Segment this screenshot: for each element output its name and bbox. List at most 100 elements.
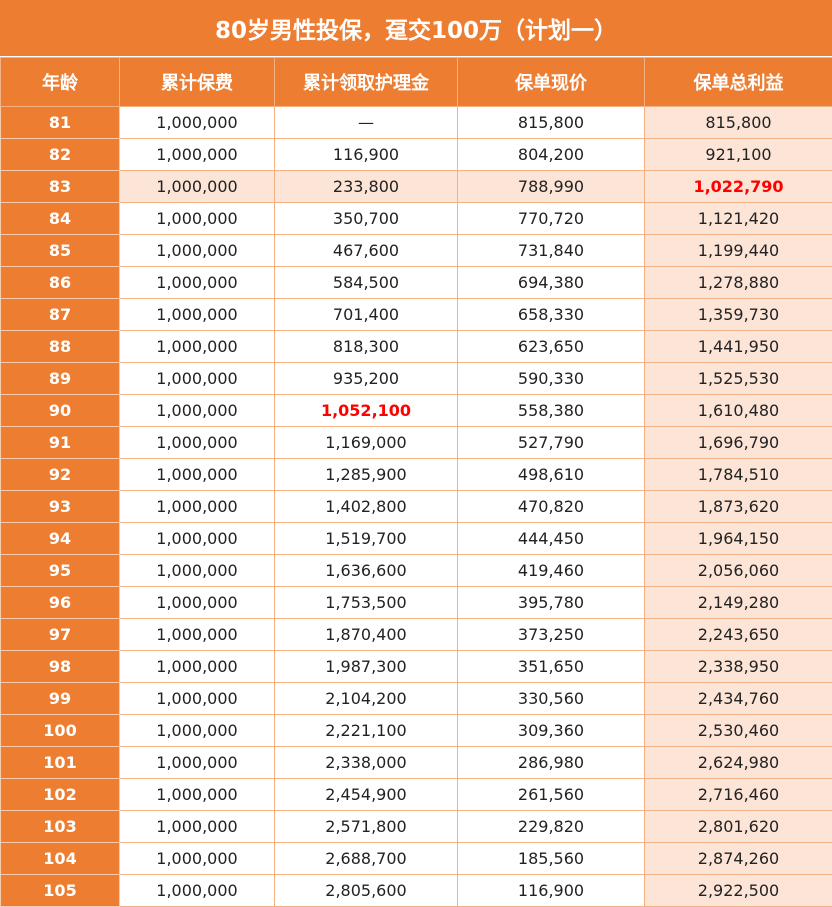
nursing-cell: 584,500	[274, 266, 458, 299]
nursing-cell: 2,688,700	[274, 842, 458, 875]
table-row: 97 1,000,000 1,870,400 373,250 2,243,650	[0, 618, 832, 651]
total-benefit-cell: 2,716,460	[644, 778, 832, 811]
age-cell: 93	[0, 490, 120, 523]
nursing-cell: 350,700	[274, 202, 458, 235]
cash-value-cell: 815,800	[457, 106, 645, 139]
age-cell: 94	[0, 522, 120, 555]
age-cell: 98	[0, 650, 120, 683]
table-row: 94 1,000,000 1,519,700 444,450 1,964,150	[0, 522, 832, 555]
premium-cell: 1,000,000	[119, 650, 275, 683]
age-cell: 103	[0, 810, 120, 843]
total-benefit-cell: 1,441,950	[644, 330, 832, 363]
nursing-cell: 1,987,300	[274, 650, 458, 683]
table-row: 103 1,000,000 2,571,800 229,820 2,801,620	[0, 810, 832, 843]
table-row: 96 1,000,000 1,753,500 395,780 2,149,280	[0, 586, 832, 619]
total-benefit-cell: 2,338,950	[644, 650, 832, 683]
cash-value-cell: 419,460	[457, 554, 645, 587]
age-cell: 81	[0, 106, 120, 139]
table-title: 80岁男性投保，趸交100万（计划一）	[0, 0, 832, 57]
premium-cell: 1,000,000	[119, 106, 275, 139]
nursing-cell: 2,104,200	[274, 682, 458, 715]
premium-cell: 1,000,000	[119, 458, 275, 491]
age-cell: 101	[0, 746, 120, 779]
age-cell: 90	[0, 394, 120, 427]
table-row: 82 1,000,000 116,900 804,200 921,100	[0, 138, 832, 171]
total-benefit-cell: 2,624,980	[644, 746, 832, 779]
nursing-cell: 2,571,800	[274, 810, 458, 843]
table-row: 91 1,000,000 1,169,000 527,790 1,696,790	[0, 426, 832, 459]
premium-cell: 1,000,000	[119, 682, 275, 715]
nursing-cell: 935,200	[274, 362, 458, 395]
header-cash-value: 保单现价	[457, 57, 645, 107]
age-cell: 95	[0, 554, 120, 587]
cash-value-cell: 498,610	[457, 458, 645, 491]
header-age: 年龄	[0, 57, 120, 107]
cash-value-cell: 330,560	[457, 682, 645, 715]
cash-value-cell: 658,330	[457, 298, 645, 331]
nursing-cell: 2,454,900	[274, 778, 458, 811]
age-cell: 83	[0, 170, 120, 203]
premium-cell: 1,000,000	[119, 746, 275, 779]
age-cell: 102	[0, 778, 120, 811]
nursing-cell: 116,900	[274, 138, 458, 171]
table-body: 81 1,000,000—815,800 815,800 82 1,000,000 116…	[0, 106, 832, 907]
table-row: 87 1,000,000 701,400 658,330 1,359,730	[0, 298, 832, 331]
nursing-cell: 1,519,700	[274, 522, 458, 555]
total-benefit-cell: 1,696,790	[644, 426, 832, 459]
premium-cell: 1,000,000	[119, 394, 275, 427]
table-row: 83 1,000,000 233,800 788,990 1,022,790	[0, 170, 832, 203]
table-row: 90 1,000,000 1,052,100 558,380 1,610,480	[0, 394, 832, 427]
total-benefit-cell: 1,121,420	[644, 202, 832, 235]
total-benefit-cell: 2,801,620	[644, 810, 832, 843]
premium-cell: 1,000,000	[119, 234, 275, 267]
header-premium: 累计保费	[119, 57, 275, 107]
age-cell: 105	[0, 874, 120, 907]
table-row: 104 1,000,000 2,688,700 185,560 2,874,260	[0, 842, 832, 875]
cash-value-cell: 309,360	[457, 714, 645, 747]
table-row: 84 1,000,000 350,700 770,720 1,121,420	[0, 202, 832, 235]
premium-cell: 1,000,000	[119, 586, 275, 619]
cash-value-cell: 286,980	[457, 746, 645, 779]
total-benefit-cell: 1,784,510	[644, 458, 832, 491]
cash-value-cell: 261,560	[457, 778, 645, 811]
header-row: 年龄 累计保费 累计领取护理金 保单现价 保单总利益	[0, 57, 832, 107]
table-row: 101 1,000,000 2,338,000 286,980 2,624,980	[0, 746, 832, 779]
nursing-cell: 1,285,900	[274, 458, 458, 491]
cash-value-cell: 788,990	[457, 170, 645, 203]
total-benefit-cell: 1,964,150	[644, 522, 832, 555]
total-benefit-cell: 2,434,760	[644, 682, 832, 715]
premium-cell: 1,000,000	[119, 810, 275, 843]
cash-value-cell: 116,900	[457, 874, 645, 907]
total-benefit-cell: 1,873,620	[644, 490, 832, 523]
table-row: 95 1,000,000 1,636,600 419,460 2,056,060	[0, 554, 832, 587]
age-cell: 92	[0, 458, 120, 491]
premium-cell: 1,000,000	[119, 362, 275, 395]
total-benefit-cell: 2,922,500	[644, 874, 832, 907]
cash-value-cell: 694,380	[457, 266, 645, 299]
premium-cell: 1,000,000	[119, 330, 275, 363]
nursing-cell: 467,600	[274, 234, 458, 267]
total-benefit-cell: 815,800	[644, 106, 832, 139]
premium-cell: 1,000,000	[119, 138, 275, 171]
table-row: 100 1,000,000 2,221,100 309,360 2,530,460	[0, 714, 832, 747]
age-cell: 86	[0, 266, 120, 299]
premium-cell: 1,000,000	[119, 490, 275, 523]
nursing-cell: 2,805,600	[274, 874, 458, 907]
cash-value-cell: 558,380	[457, 394, 645, 427]
premium-cell: 1,000,000	[119, 266, 275, 299]
nursing-cell: 2,338,000	[274, 746, 458, 779]
age-cell: 100	[0, 714, 120, 747]
total-benefit-cell: 2,149,280	[644, 586, 832, 619]
total-benefit-cell: 1,610,480	[644, 394, 832, 427]
age-cell: 88	[0, 330, 120, 363]
total-benefit-cell: 2,530,460	[644, 714, 832, 747]
premium-cell: 1,000,000	[119, 842, 275, 875]
cash-value-cell: 351,650	[457, 650, 645, 683]
header-nursing: 累计领取护理金	[274, 57, 458, 107]
table-row: 81 1,000,000—815,800 815,800	[0, 106, 832, 139]
table-row: 85 1,000,000 467,600 731,840 1,199,440	[0, 234, 832, 267]
premium-cell: 1,000,000	[119, 170, 275, 203]
age-cell: 89	[0, 362, 120, 395]
total-benefit-cell: 2,056,060	[644, 554, 832, 587]
